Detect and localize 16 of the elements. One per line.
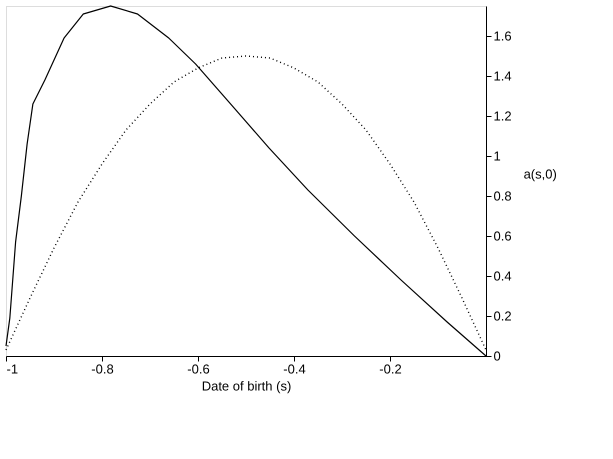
y-tick-label: 0.6 bbox=[494, 228, 512, 244]
y-axis-title: a(s,0) bbox=[524, 166, 557, 182]
x-tick-label: -0.8 bbox=[91, 362, 114, 376]
y-tick-label: 1.4 bbox=[494, 68, 512, 84]
x-tick-label: -0.4 bbox=[283, 362, 306, 376]
y-tick-label: 1 bbox=[494, 148, 501, 164]
y-tick-label: 0.4 bbox=[494, 268, 512, 284]
y-tick-label: 1.6 bbox=[494, 28, 512, 44]
x-tick-label: -1 bbox=[6, 362, 18, 376]
x-tick-label: -0.6 bbox=[187, 362, 210, 376]
y-tick-label: 0.2 bbox=[494, 308, 512, 324]
x-tick-label: -0.2 bbox=[379, 362, 402, 376]
y-tick-label: 1.2 bbox=[494, 108, 512, 124]
y-tick-label: 0.8 bbox=[494, 188, 512, 204]
y-tick-label: 0 bbox=[494, 348, 501, 364]
x-axis-title: Date of birth (s) bbox=[202, 378, 292, 394]
